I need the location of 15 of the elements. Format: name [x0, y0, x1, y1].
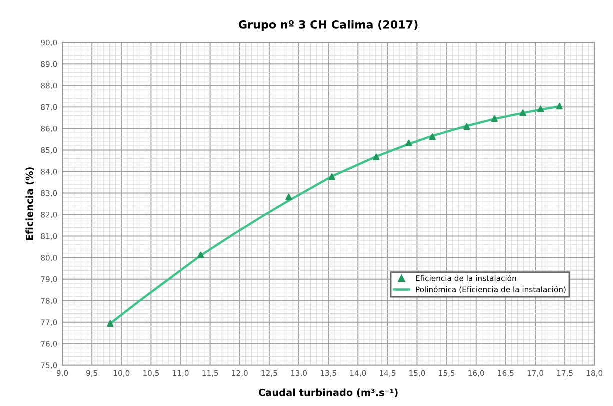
point [406, 140, 412, 146]
point [286, 194, 292, 200]
x-axis-title: Caudal turbinado (m³.s⁻¹) [258, 388, 398, 398]
point [429, 134, 436, 140]
y-axis-title: Eficiencia (%) [26, 168, 34, 240]
point [538, 106, 544, 112]
point [198, 252, 204, 258]
point [520, 110, 526, 116]
point [328, 174, 336, 180]
point [491, 116, 498, 122]
point [107, 320, 114, 327]
point [464, 123, 470, 130]
point [373, 154, 380, 160]
point [556, 103, 564, 110]
chart-title: Grupo nº 3 CH Calima (2017) [239, 20, 418, 32]
